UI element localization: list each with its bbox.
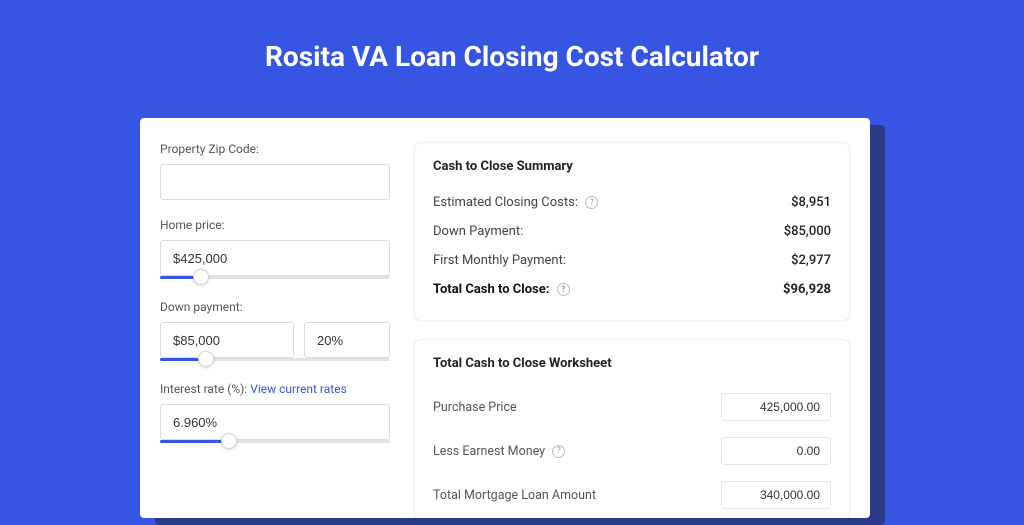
interest-rate-input[interactable] bbox=[160, 404, 390, 440]
worksheet-row-input[interactable] bbox=[721, 437, 831, 465]
worksheet-row-label: Purchase Price bbox=[433, 400, 517, 415]
help-icon[interactable]: ? bbox=[552, 445, 565, 458]
help-icon[interactable]: ? bbox=[585, 196, 598, 209]
summary-rows: Estimated Closing Costs: ? $8,951 Down Pay… bbox=[433, 188, 831, 275]
summary-row-value: $2,977 bbox=[791, 253, 831, 268]
inputs-column: Property Zip Code: Home price: Down paym… bbox=[160, 142, 390, 518]
summary-total-row: Total Cash to Close: ? $96,928 bbox=[433, 275, 831, 304]
worksheet-row: Total Mortgage Loan Amount bbox=[433, 473, 831, 517]
summary-row-label: Estimated Closing Costs: ? bbox=[433, 195, 598, 210]
summary-title: Cash to Close Summary bbox=[433, 159, 831, 174]
interest-rate-label-text: Interest rate (%): bbox=[160, 382, 247, 396]
summary-row-label: Down Payment: bbox=[433, 224, 523, 239]
down-payment-slider[interactable] bbox=[160, 356, 390, 364]
worksheet-row: Purchase Price bbox=[433, 385, 831, 429]
down-payment-pct-input[interactable] bbox=[304, 322, 390, 358]
page-title: Rosita VA Loan Closing Cost Calculator bbox=[0, 0, 1024, 103]
view-rates-link[interactable]: View current rates bbox=[250, 382, 347, 396]
down-payment-label: Down payment: bbox=[160, 300, 390, 314]
summary-total-label-text: Total Cash to Close: bbox=[433, 282, 549, 297]
summary-panel: Cash to Close Summary Estimated Closing … bbox=[414, 142, 850, 321]
down-payment-field: Down payment: bbox=[160, 300, 390, 364]
interest-rate-field: Interest rate (%): View current rates bbox=[160, 382, 390, 446]
worksheet-row: Less Earnest Money ? bbox=[433, 429, 831, 473]
summary-row: Estimated Closing Costs: ? $8,951 bbox=[433, 188, 831, 217]
summary-total-label: Total Cash to Close: ? bbox=[433, 282, 570, 297]
worksheet-row-label: Total Mortgage Loan Amount bbox=[433, 488, 596, 503]
worksheet-panel: Total Cash to Close Worksheet Purchase P… bbox=[414, 339, 850, 518]
help-icon[interactable]: ? bbox=[557, 283, 570, 296]
interest-rate-slider[interactable] bbox=[160, 438, 390, 446]
home-price-field: Home price: bbox=[160, 218, 390, 282]
zip-label: Property Zip Code: bbox=[160, 142, 390, 156]
home-price-slider[interactable] bbox=[160, 274, 390, 282]
slider-thumb[interactable] bbox=[193, 269, 209, 285]
summary-row: Down Payment: $85,000 bbox=[433, 217, 831, 246]
slider-thumb[interactable] bbox=[198, 351, 214, 367]
slider-fill bbox=[160, 440, 229, 443]
worksheet-title: Total Cash to Close Worksheet bbox=[433, 356, 831, 371]
summary-row: First Monthly Payment: $2,977 bbox=[433, 246, 831, 275]
summary-row-value: $85,000 bbox=[784, 224, 831, 239]
calculator-card: Property Zip Code: Home price: Down paym… bbox=[140, 118, 870, 518]
interest-rate-label: Interest rate (%): View current rates bbox=[160, 382, 390, 396]
zip-input[interactable] bbox=[160, 164, 390, 200]
results-column: Cash to Close Summary Estimated Closing … bbox=[414, 142, 850, 518]
worksheet-row-label: Less Earnest Money ? bbox=[433, 444, 565, 459]
slider-thumb[interactable] bbox=[221, 433, 237, 449]
down-payment-input[interactable] bbox=[160, 322, 294, 358]
worksheet-row-input[interactable] bbox=[721, 481, 831, 509]
summary-row-value: $8,951 bbox=[791, 195, 831, 210]
worksheet-rows: Purchase Price Less Earnest Money ? Total … bbox=[433, 385, 831, 518]
summary-total-value: $96,928 bbox=[783, 282, 831, 297]
zip-field: Property Zip Code: bbox=[160, 142, 390, 200]
home-price-label: Home price: bbox=[160, 218, 390, 232]
worksheet-row-input[interactable] bbox=[721, 393, 831, 421]
summary-row-label: First Monthly Payment: bbox=[433, 253, 566, 268]
worksheet-row: Total Second Mortgage Amount ? bbox=[433, 517, 831, 518]
